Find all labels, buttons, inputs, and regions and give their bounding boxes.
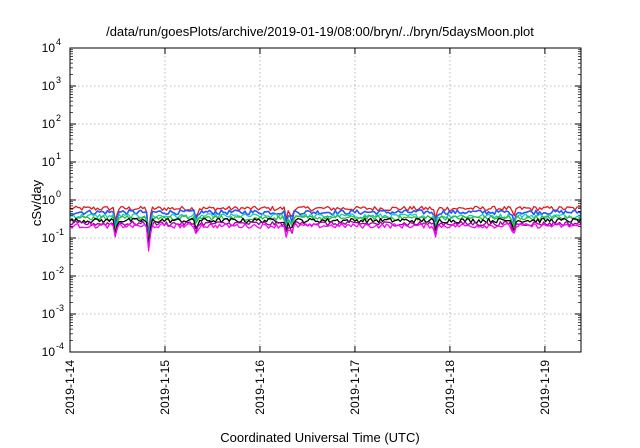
y-tick-base: 10: [42, 117, 56, 131]
y-tick-label: 10 -3: [42, 303, 64, 321]
series-line: [69, 217, 582, 246]
y-tick-label: 10 1: [42, 151, 61, 169]
y-tick-label: 10 2: [42, 113, 61, 131]
y-tick-base: 10: [42, 79, 56, 93]
y-tick-exponent: 2: [56, 113, 61, 123]
y-tick-base: 10: [42, 41, 56, 55]
series-line: [69, 222, 582, 252]
x-tick-label: 2019-1-15: [158, 360, 172, 415]
grid: [70, 48, 581, 352]
y-tick-exponent: 1: [56, 151, 61, 161]
y-tick-label: 10 0: [42, 189, 61, 207]
y-tick-label: 10 -1: [42, 227, 64, 245]
y-tick-exponent: 3: [56, 75, 61, 85]
series-line: [69, 215, 582, 245]
x-tick-label: 2019-1-19: [538, 360, 552, 415]
y-tick-label: 10 3: [42, 75, 61, 93]
chart-title: /data/run/goesPlots/archive/2019-01-19/0…: [106, 24, 534, 39]
y-axis-label: cSv/day: [29, 179, 44, 226]
y-tick-exponent: -4: [56, 341, 64, 351]
series-line: [69, 220, 582, 249]
y-tick-exponent: 0: [56, 189, 61, 199]
y-tick-base: 10: [42, 193, 56, 207]
x-ticks: 2019-1-14 2019-1-15 2019-1-16 2019-1-17 2019…: [63, 48, 552, 415]
x-tick-label: 2019-1-17: [348, 360, 362, 415]
y-tick-exponent: 4: [56, 37, 61, 47]
series-line: [69, 205, 582, 236]
y-tick-label: 10 -2: [42, 265, 64, 283]
y-tick-base: 10: [42, 155, 56, 169]
y-tick-exponent: -3: [56, 303, 64, 313]
y-tick-exponent: -1: [56, 227, 64, 237]
x-tick-label: 2019-1-16: [253, 360, 267, 415]
series-group: [69, 205, 582, 252]
y-tick-base: 10: [42, 231, 56, 245]
y-tick-label: 10 4: [42, 37, 61, 55]
y-tick-base: 10: [42, 345, 56, 359]
y-tick-base: 10: [42, 307, 56, 321]
x-axis-label: Coordinated Universal Time (UTC): [220, 430, 419, 445]
y-tick-base: 10: [42, 269, 56, 283]
y-tick-label: 10 -4: [42, 341, 64, 359]
x-tick-label: 2019-1-18: [443, 360, 457, 415]
y-tick-exponent: -2: [56, 265, 64, 275]
x-tick-label: 2019-1-14: [63, 360, 77, 415]
series-line: [69, 209, 582, 238]
